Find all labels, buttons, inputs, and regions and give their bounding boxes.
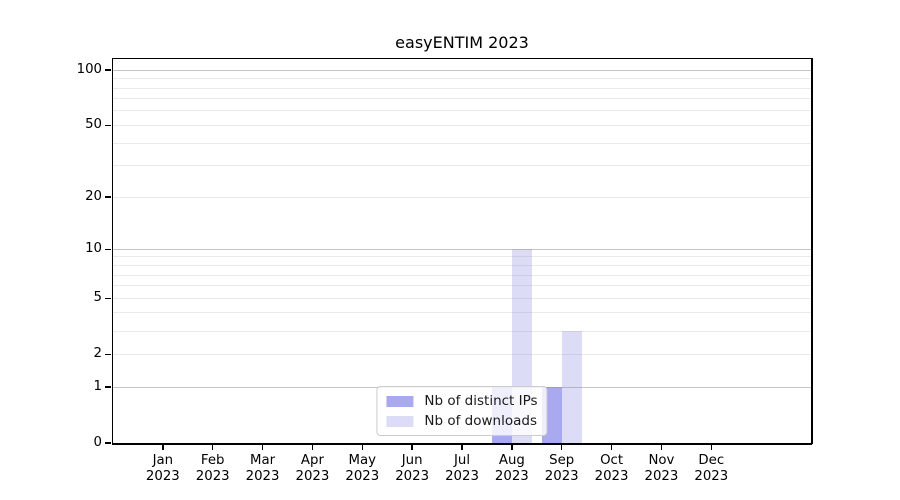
gridline-minor [113, 142, 811, 144]
x-tick-label: Feb 2023 [181, 453, 245, 485]
legend-label-downloads: Nb of downloads [424, 413, 537, 429]
gridline-minor [113, 297, 811, 299]
legend-swatch-downloads [386, 415, 414, 427]
legend-label-distinct-ips: Nb of distinct IPs [424, 393, 538, 409]
gridline-minor [113, 110, 811, 112]
plot-border-bottom [112, 443, 812, 445]
x-tick-label-month: Sep [549, 453, 575, 468]
x-tick-label-month: Jan [152, 453, 174, 468]
x-tick-label: Jan 2023 [131, 453, 195, 485]
gridline-minor [113, 165, 811, 167]
y-tick-mark [104, 442, 111, 444]
legend-item-downloads: Nb of downloads [386, 413, 537, 429]
chart-title: easyENTIM 2023 [395, 33, 529, 52]
x-tick-mark [610, 444, 613, 450]
y-tick-label: 0 [93, 435, 102, 450]
x-tick-label-year: 2023 [245, 469, 280, 484]
x-tick-mark [361, 444, 364, 450]
gridline-minor [113, 330, 811, 332]
x-tick-mark [710, 444, 713, 450]
x-tick-label-month: Apr [300, 453, 324, 468]
gridline-minor [113, 274, 811, 276]
y-tick-label: 5 [93, 290, 102, 306]
x-tick-label: Jul 2023 [430, 453, 494, 485]
x-tick-mark [311, 444, 314, 450]
x-tick-mark [261, 444, 264, 450]
x-tick-mark [211, 444, 214, 450]
x-tick-label: Mar 2023 [231, 453, 295, 485]
gridline-minor [113, 196, 811, 198]
x-tick-label-month: Jul [453, 453, 471, 468]
y-tick-mark [104, 353, 111, 355]
legend-swatch-distinct-ips [386, 395, 414, 407]
y-tick-mark [104, 124, 111, 127]
x-tick-label-month: Jun [401, 453, 423, 468]
gridline-major [113, 69, 811, 71]
gridline-major [113, 248, 811, 250]
y-tick-mark [104, 297, 111, 299]
legend: Nb of distinct IPs Nb of downloads [376, 386, 548, 436]
y-tick-label: 2 [93, 346, 102, 362]
x-tick-mark [461, 444, 463, 450]
y-axis-line [111, 58, 113, 444]
x-tick-mark [411, 444, 413, 450]
plot-area: 0 1 2 5 10 20 50 100 Jan 2023 Feb 2023 Mar 2023 Apr 20… [77, 57, 813, 484]
gridline-minor [113, 312, 811, 314]
x-tick-label-month: Mar [250, 453, 276, 468]
gridline-minor [113, 87, 811, 89]
plot-border-right [811, 58, 813, 444]
x-tick-mark [660, 444, 663, 450]
x-tick-label-month: Dec [698, 453, 725, 468]
x-tick-label-month: Nov [648, 453, 675, 468]
gridline-minor [113, 256, 811, 258]
gridline-minor [113, 98, 811, 100]
x-tick-mark [511, 444, 513, 450]
x-tick-label: Oct 2023 [580, 453, 644, 485]
x-tick-label: Aug 2023 [480, 453, 544, 485]
x-tick-label-year: 2023 [544, 469, 579, 484]
x-tick-mark [560, 444, 563, 450]
x-tick-label-year: 2023 [195, 469, 230, 484]
x-tick-label-month: Feb [200, 453, 225, 468]
x-tick-label-year: 2023 [494, 469, 529, 484]
x-tick-label-year: 2023 [694, 469, 729, 484]
plot-border-top [112, 57, 812, 59]
x-tick-mark [162, 444, 164, 450]
gridline-minor [113, 124, 811, 126]
x-tick-label-month: Oct [600, 453, 624, 468]
legend-item-distinct-ips: Nb of distinct IPs [386, 393, 538, 409]
x-tick-label: Sep 2023 [530, 453, 594, 485]
x-tick-label-month: May [348, 453, 377, 468]
x-tick-label: May 2023 [330, 453, 394, 485]
x-tick-label-year: 2023 [644, 469, 679, 484]
y-tick-label: 100 [76, 62, 102, 78]
y-tick-mark [104, 69, 111, 71]
y-tick-label: 50 [85, 117, 102, 133]
x-tick-label: Apr 2023 [280, 453, 344, 485]
x-tick-label-year: 2023 [145, 469, 180, 484]
gridline-minor [113, 285, 811, 287]
x-tick-label-year: 2023 [445, 469, 479, 484]
y-tick-mark [104, 196, 111, 198]
x-tick-label-year: 2023 [295, 469, 330, 484]
x-tick-label-year: 2023 [594, 469, 629, 484]
x-tick-label-year: 2023 [395, 469, 430, 484]
y-tick-label: 20 [85, 189, 102, 205]
x-tick-label-month: Aug [498, 453, 525, 468]
x-tick-label: Dec 2023 [679, 453, 743, 485]
gridline-minor [113, 353, 811, 355]
gridline-minor [113, 265, 811, 266]
y-tick-mark [104, 386, 111, 388]
y-tick-label: 1 [93, 379, 102, 394]
x-tick-label: Nov 2023 [629, 453, 693, 485]
y-tick-label: 10 [85, 241, 102, 257]
x-tick-label: Jun 2023 [380, 453, 444, 485]
x-tick-label-year: 2023 [345, 469, 380, 484]
gridline-minor [113, 78, 811, 80]
y-tick-mark [104, 248, 111, 251]
